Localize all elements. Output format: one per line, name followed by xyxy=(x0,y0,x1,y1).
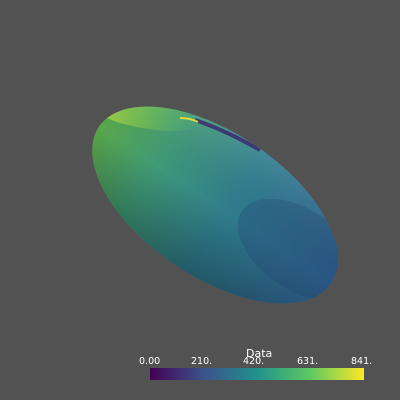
ellipsoid-mesh xyxy=(92,99,363,304)
scalar-bar-colorbar xyxy=(150,368,364,380)
scalar-bar-tick-4: 841. xyxy=(351,356,373,367)
scalar-bar-tick-2: 420. xyxy=(243,356,265,367)
scalar-bar-title: Data xyxy=(246,347,273,360)
scalar-bar-tick-1: 210. xyxy=(191,356,213,367)
scalar-bar-tick-0: 0.00 xyxy=(139,356,161,367)
scalar-bar-tick-3: 631. xyxy=(297,356,319,367)
